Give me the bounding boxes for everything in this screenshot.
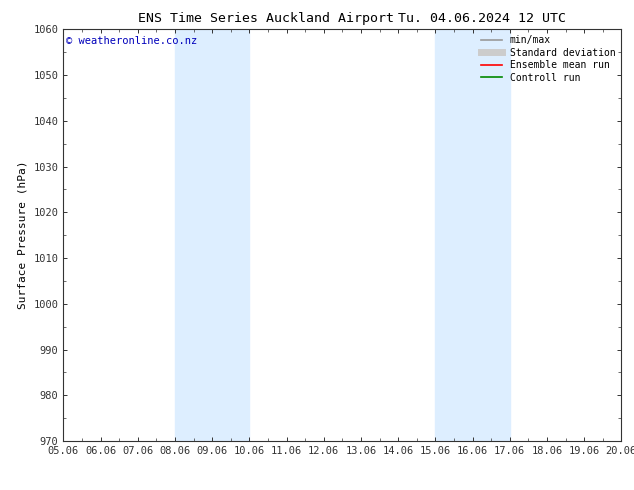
Y-axis label: Surface Pressure (hPa): Surface Pressure (hPa) xyxy=(18,161,28,310)
Text: © weatheronline.co.nz: © weatheronline.co.nz xyxy=(66,36,197,46)
Bar xyxy=(436,29,510,441)
Text: Tu. 04.06.2024 12 UTC: Tu. 04.06.2024 12 UTC xyxy=(398,12,566,25)
Bar xyxy=(175,29,249,441)
Legend: min/max, Standard deviation, Ensemble mean run, Controll run: min/max, Standard deviation, Ensemble me… xyxy=(477,31,619,86)
Text: ENS Time Series Auckland Airport: ENS Time Series Auckland Airport xyxy=(138,12,394,25)
